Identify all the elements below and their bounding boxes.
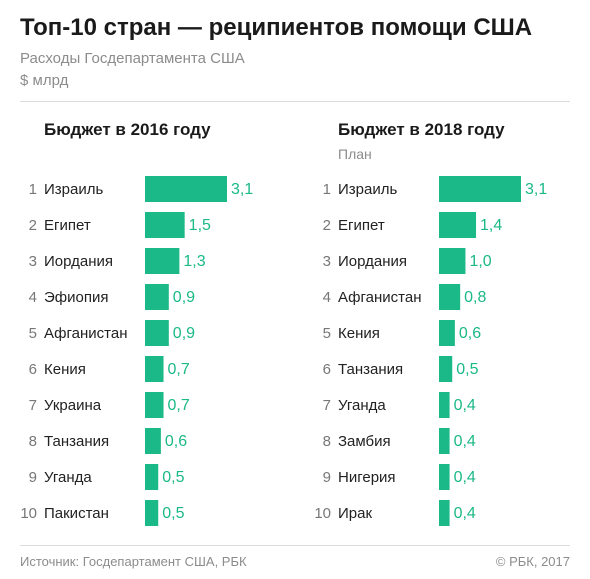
- country-label: Египет: [44, 217, 91, 234]
- value-label: 1,3: [183, 253, 205, 270]
- country-label: Египет: [338, 217, 385, 234]
- rank-number: 9: [323, 469, 331, 486]
- value-label: 0,9: [173, 289, 195, 306]
- value-label: 0,5: [162, 505, 184, 522]
- rank-number: 6: [323, 361, 331, 378]
- value-label: 0,7: [168, 361, 190, 378]
- rank-number: 10: [314, 505, 331, 522]
- source-note: Источник: Госдепартамент США, РБК: [20, 554, 247, 569]
- value-label: 0,9: [173, 325, 195, 342]
- value-label: 0,5: [456, 361, 478, 378]
- bar: [145, 320, 169, 346]
- bar: [145, 284, 169, 310]
- bar: [439, 248, 466, 274]
- bottom-divider: [20, 545, 570, 546]
- value-label: 0,7: [168, 397, 190, 414]
- value-label: 0,5: [162, 469, 184, 486]
- rank-number: 7: [29, 397, 37, 414]
- value-label: 0,4: [454, 469, 476, 486]
- country-label: Танзания: [44, 433, 109, 450]
- rank-number: 8: [29, 433, 37, 450]
- bar: [145, 212, 185, 238]
- bar: [145, 176, 227, 202]
- value-label: 3,1: [525, 181, 547, 198]
- rank-number: 5: [29, 325, 37, 342]
- country-label: Танзания: [338, 361, 403, 378]
- rank-number: 2: [323, 217, 331, 234]
- top-divider: [20, 101, 570, 102]
- value-label: 0,4: [454, 505, 476, 522]
- value-label: 0,4: [454, 397, 476, 414]
- rank-number: 4: [323, 289, 331, 306]
- bar: [439, 428, 450, 454]
- rank-number: 1: [323, 181, 331, 198]
- bar: [439, 284, 461, 310]
- country-label: Кения: [338, 325, 380, 342]
- bar: [439, 464, 450, 490]
- country-label: Израиль: [44, 181, 103, 198]
- country-label: Уганда: [338, 397, 386, 414]
- value-label: 0,6: [165, 433, 187, 450]
- country-label: Украина: [44, 397, 102, 414]
- rank-number: 9: [29, 469, 37, 486]
- unit-label: $ млрд: [20, 72, 69, 89]
- rank-number: 3: [29, 253, 37, 270]
- bar: [145, 392, 164, 418]
- value-label: 0,4: [454, 433, 476, 450]
- rank-number: 2: [29, 217, 37, 234]
- value-label: 1,0: [469, 253, 491, 270]
- country-label: Кения: [44, 361, 86, 378]
- value-label: 1,4: [480, 217, 502, 234]
- bar: [439, 320, 455, 346]
- bar: [439, 212, 477, 238]
- panel-title-2018: Бюджет в 2018 году: [338, 120, 505, 139]
- bar: [439, 392, 450, 418]
- rank-number: 4: [29, 289, 37, 306]
- rank-number: 7: [323, 397, 331, 414]
- chart-title: Топ-10 стран — реципиентов помощи США: [20, 14, 533, 41]
- country-label: Израиль: [338, 181, 397, 198]
- country-label: Пакистан: [44, 505, 109, 522]
- value-label: 1,5: [189, 217, 211, 234]
- country-label: Иордания: [44, 253, 113, 270]
- country-label: Уганда: [44, 469, 92, 486]
- panel-title-2016: Бюджет в 2016 году: [44, 120, 211, 139]
- panel-subtitle-2018: План: [338, 146, 372, 162]
- country-label: Афганистан: [338, 289, 422, 306]
- value-label: 0,6: [459, 325, 481, 342]
- rank-number: 10: [20, 505, 37, 522]
- bar: [145, 248, 180, 274]
- value-label: 3,1: [231, 181, 253, 198]
- bar: [439, 356, 453, 382]
- country-label: Нигерия: [338, 469, 396, 486]
- country-label: Ирак: [338, 505, 372, 522]
- bar: [145, 428, 161, 454]
- bar: [145, 356, 164, 382]
- rank-number: 3: [323, 253, 331, 270]
- rank-number: 5: [323, 325, 331, 342]
- bar: [439, 500, 450, 526]
- bar: [439, 176, 521, 202]
- country-label: Эфиопия: [44, 289, 108, 306]
- rank-number: 8: [323, 433, 331, 450]
- chart-subtitle: Расходы Госдепартамента США: [20, 50, 245, 67]
- rank-number: 1: [29, 181, 37, 198]
- country-label: Иордания: [338, 253, 407, 270]
- country-label: Замбия: [338, 433, 391, 450]
- bar: [145, 464, 159, 490]
- copyright: © РБК, 2017: [495, 554, 570, 569]
- bar: [145, 500, 159, 526]
- country-label: Афганистан: [44, 325, 128, 342]
- rank-number: 6: [29, 361, 37, 378]
- value-label: 0,8: [464, 289, 486, 306]
